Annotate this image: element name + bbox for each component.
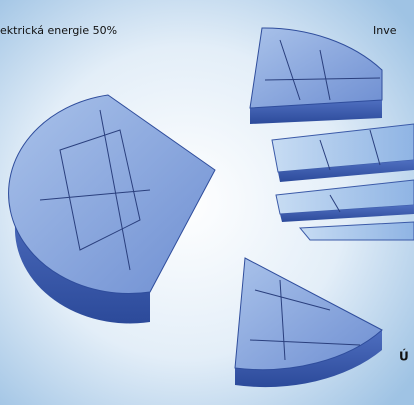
pie-slice-bottom-right (234, 257, 383, 388)
label: Ú (399, 349, 409, 364)
pie-slice-top-right (249, 27, 383, 124)
label: ektrická energie 50% (0, 24, 117, 37)
pie-slabs-right (271, 123, 414, 241)
label: Inve (373, 24, 397, 37)
pie-slice-left (8, 94, 216, 324)
